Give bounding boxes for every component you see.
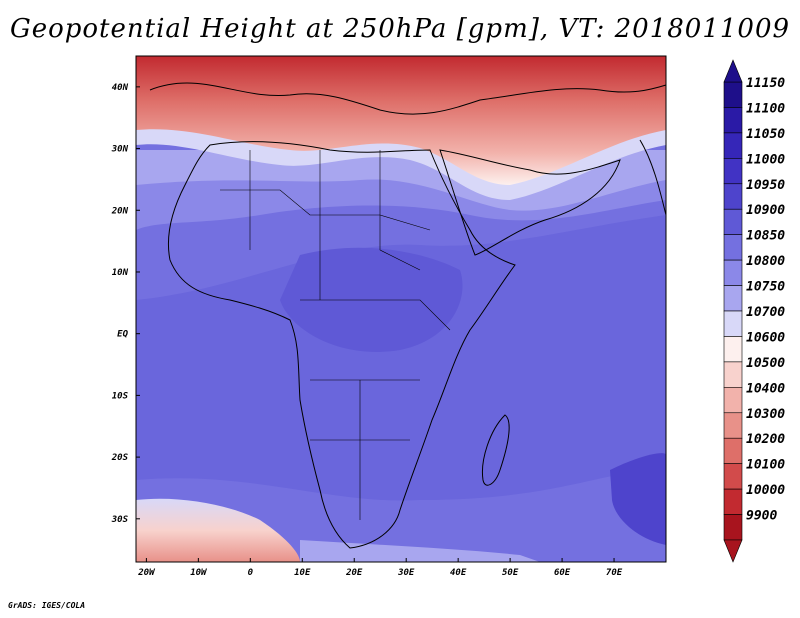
x-tick-label: 20E [345,568,363,578]
colorbar-label: 11050 [746,127,785,142]
y-tick-label: 20N [111,206,129,216]
height-field [136,56,666,562]
colorbar-label: 10750 [746,280,785,295]
colorbar: 11150 11100 11050 11000 10950 10900 10850 10800… [723,59,785,563]
y-tick-label: EQ [117,330,128,340]
y-tick-label: 10N [112,268,129,278]
colorbar-swatch [723,463,743,490]
colorbar-swatch [723,437,743,464]
colorbar-label: 10850 [746,229,785,244]
x-tick-label: 70E [606,568,623,578]
colorbar-label: 10600 [746,330,785,345]
border [300,299,451,331]
colorbar-label: 11000 [746,152,785,167]
colorbar-swatch [723,234,743,261]
x-tick-label: 0 [248,568,254,578]
y-tick-label: 30N [111,145,129,155]
colorbar-swatch [723,259,743,286]
colorbar-swatch [723,183,743,210]
colorbar-swatch [723,107,743,134]
y-tick-label: 30S [111,515,129,525]
field-band-10950 [136,215,666,501]
colorbar-label: 10200 [746,432,785,447]
colorbar-swatch [723,285,743,312]
x-tick-label: 20W [137,568,156,578]
colorbar-label: 10000 [746,483,785,498]
europe-coastline [149,82,667,115]
colorbar-swatch [723,132,743,159]
colorbar-label: 10800 [746,254,785,269]
field-band-south-red [136,498,300,562]
colorbar-label: 11150 [746,76,785,91]
colorbar-swatch [723,514,743,541]
country-borders [220,150,451,520]
colorbar-bottom-arrow [723,539,743,563]
colorbar-label: 11100 [746,101,785,116]
field-band-south-light [300,540,540,562]
credit-text: GrADS: IGES/COLA [8,601,86,610]
colorbar-label: 10400 [746,381,785,396]
x-tick-label: 60E [554,568,571,578]
colorbar-label: 10950 [746,178,785,193]
y-tick-label: 20S [111,453,129,463]
colorbar-label: 10900 [746,203,785,218]
madagascar-coastline [481,414,510,486]
y-tick-label: 40N [112,83,129,93]
colorbar-label: 10500 [746,356,785,371]
x-tick-label: 10W [190,568,208,578]
colorbar-swatch [723,336,743,363]
x-tick-label: 50E [502,568,519,578]
colorbar-swatch [723,412,743,439]
colorbar-swatch [723,158,743,185]
colorbar-swatch [723,488,743,515]
border [379,150,421,271]
chart-title: Geopotential Height at 250hPa [gpm], VT:… [9,14,791,44]
x-axis: 20W 10W 0 10E 20E 30E 40E 50E 60E 70E [137,558,623,578]
colorbar-label: 9900 [746,509,777,524]
border [220,189,431,231]
map-frame [135,55,667,563]
x-tick-label: 10E [294,568,311,578]
y-tick-label: 10S [112,391,129,401]
colorbar-swatch [723,208,743,235]
x-tick-label: 40E [450,568,467,578]
field-band-11050 [610,453,666,545]
colorbar-label: 10700 [746,305,785,320]
y-axis: 40N 30N 20N 10N EQ 10S 20S 30S [111,83,140,525]
x-tick-label: 30E [397,568,415,578]
colorbar-swatch [723,361,743,388]
colorbar-swatch [723,310,743,337]
colorbar-label: 10300 [746,407,785,422]
arabia-coastline [439,149,621,256]
india-coastline [639,139,667,216]
field-band-north-red [136,56,666,185]
colorbar-swatch [723,81,743,108]
colorbar-top-arrow [723,59,743,83]
colorbar-label: 10100 [746,458,785,473]
colorbar-swatch [723,387,743,414]
africa-coastline [167,141,516,549]
coastlines [149,82,667,549]
